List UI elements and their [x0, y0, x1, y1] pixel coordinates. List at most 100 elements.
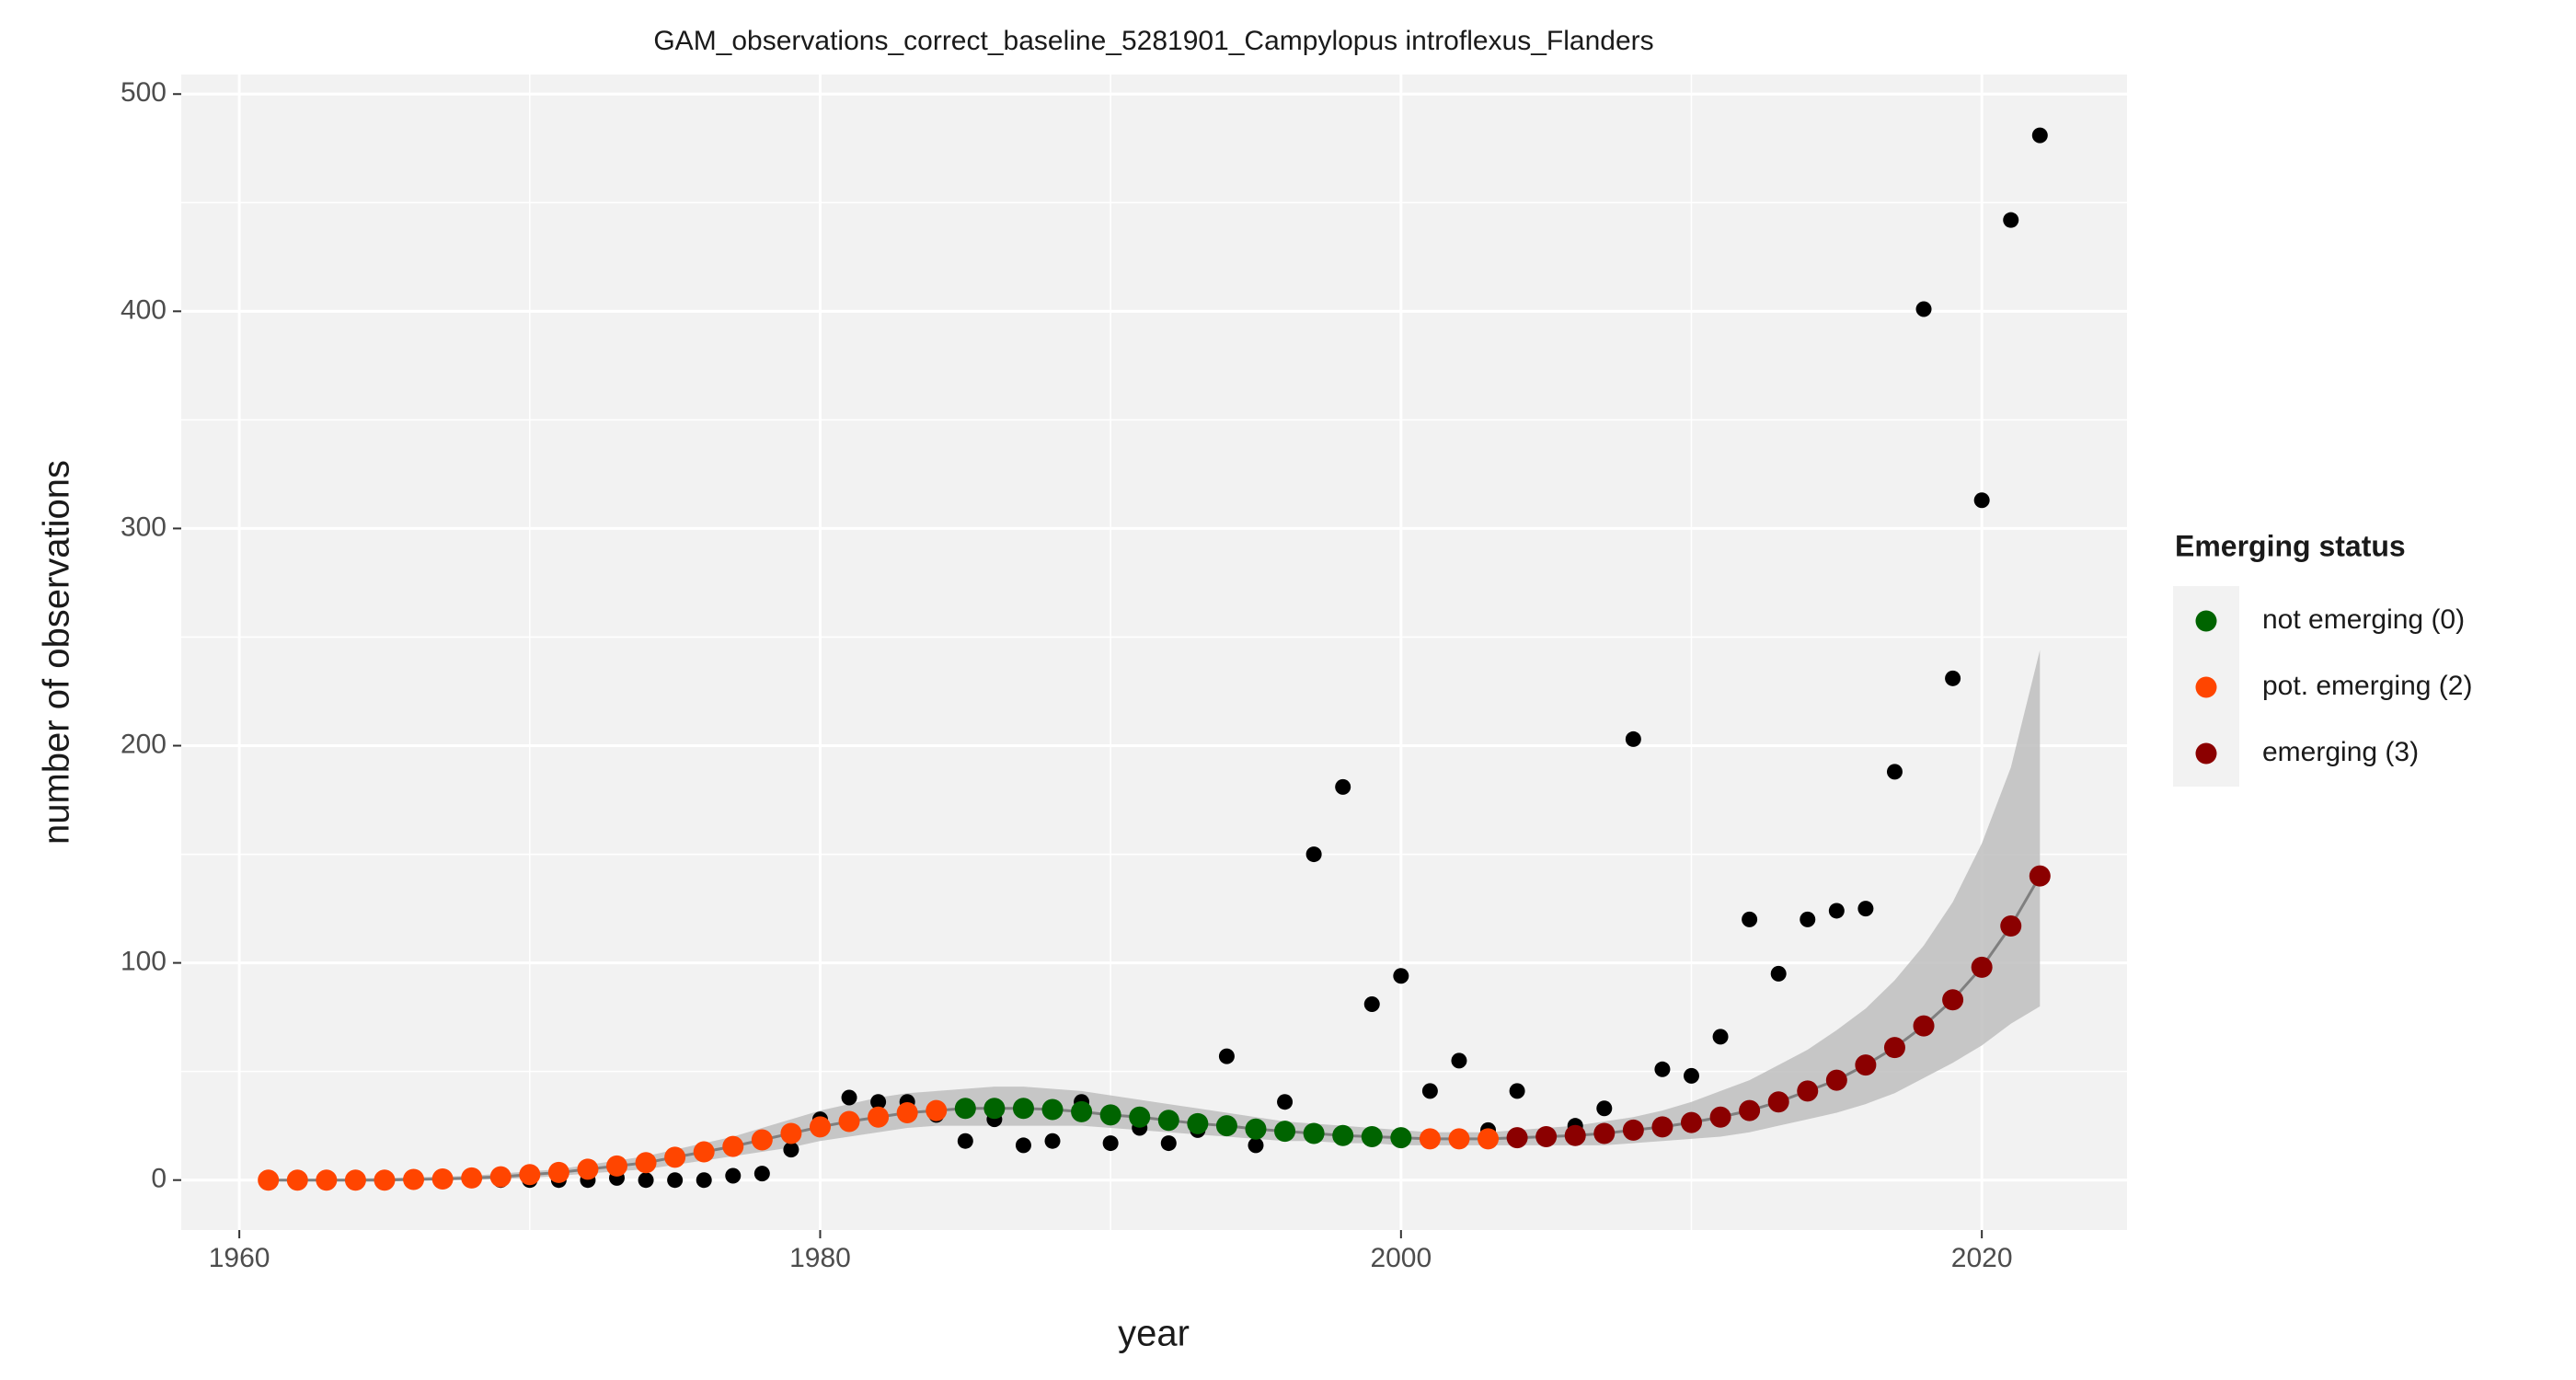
fitted-point [664, 1146, 686, 1168]
observed-point [1363, 995, 1380, 1012]
fitted-point [635, 1152, 657, 1174]
fitted-point [1245, 1118, 1267, 1140]
observed-point [1393, 968, 1409, 984]
fitted-point [1274, 1121, 1296, 1143]
fitted-point [1709, 1106, 1731, 1128]
y-tick-label: 200 [121, 729, 167, 759]
observed-point [1160, 1135, 1177, 1152]
fitted-point [1215, 1115, 1237, 1137]
y-tick-label: 100 [121, 947, 167, 977]
marks [258, 127, 2051, 1191]
observed-point [2003, 212, 2019, 228]
fitted-point [1448, 1128, 1470, 1150]
fitted-point [489, 1166, 512, 1188]
fitted-point [1971, 956, 1993, 978]
observed-point [1625, 730, 1641, 747]
fitted-point [577, 1158, 599, 1180]
legend-label: pot. emerging (2) [2262, 671, 2472, 701]
fitted-point [1041, 1098, 1064, 1121]
fitted-point [1419, 1128, 1441, 1150]
fitted-point [1651, 1116, 1673, 1138]
fitted-point [431, 1168, 454, 1190]
observed-point [1945, 670, 1961, 686]
fitted-point [286, 1169, 308, 1191]
fitted-point [1622, 1119, 1644, 1141]
observed-point [870, 1094, 887, 1110]
fitted-point [1825, 1069, 1847, 1091]
fitted-point [519, 1164, 541, 1186]
fitted-point [606, 1155, 628, 1177]
observed-point [1596, 1100, 1613, 1117]
fitted-point [751, 1129, 773, 1151]
observed-point [1218, 1048, 1235, 1064]
observed-point [1828, 903, 1845, 919]
fitted-point [1157, 1110, 1179, 1132]
observed-point [1800, 911, 1816, 927]
fitted-point [926, 1099, 948, 1121]
observed-point [783, 1142, 799, 1158]
fitted-point [722, 1135, 744, 1157]
fitted-point [1332, 1124, 1354, 1146]
x-tick-label: 2000 [1370, 1243, 1432, 1273]
observed-point [667, 1172, 684, 1189]
fitted-point [316, 1169, 338, 1191]
fitted-point [1129, 1106, 1151, 1128]
fitted-point [983, 1098, 1006, 1120]
fitted-point [868, 1106, 890, 1128]
legend-label: not emerging (0) [2262, 604, 2465, 635]
fitted-point [896, 1102, 918, 1124]
fitted-point [809, 1116, 831, 1138]
fitted-point [374, 1169, 396, 1191]
fitted-point [1913, 1015, 1935, 1037]
observed-point [1421, 1083, 1438, 1099]
observed-point [841, 1089, 857, 1106]
fitted-point [1187, 1112, 1209, 1134]
y-tick-label: 300 [121, 512, 167, 542]
chart-title: GAM_observations_correct_baseline_528190… [653, 26, 1653, 56]
legend-swatch [2195, 676, 2217, 698]
fitted-point [1506, 1127, 1528, 1149]
fitted-point [344, 1169, 366, 1191]
fitted-point [1012, 1098, 1034, 1120]
plot-panel [181, 75, 2127, 1230]
fitted-point [954, 1098, 976, 1120]
legend-swatch [2195, 742, 2217, 765]
x-tick-label: 1960 [209, 1243, 270, 1273]
axes: 1960 1980 2000 2020 0 100 200 300 400 500 [121, 77, 2013, 1273]
fitted-point [1478, 1128, 1500, 1150]
observed-point [725, 1167, 742, 1184]
fitted-point [1767, 1091, 1789, 1113]
observed-point [1857, 901, 1874, 917]
fitted-point [1883, 1037, 1905, 1059]
observed-point [1886, 764, 1903, 780]
observed-point [1770, 965, 1787, 982]
observed-point [1015, 1137, 1031, 1154]
observed-point [1305, 846, 1322, 863]
fitted-point [1797, 1080, 1819, 1102]
fitted-point [1739, 1099, 1761, 1121]
y-tick-label: 0 [151, 1164, 167, 1194]
observed-point [1335, 778, 1351, 795]
fitted-point [1099, 1104, 1121, 1126]
fitted-point [1303, 1122, 1325, 1144]
fitted-point [1680, 1111, 1702, 1133]
observed-point [753, 1166, 770, 1182]
x-tick-label: 1980 [789, 1243, 851, 1273]
fitted-point [1593, 1122, 1616, 1144]
fitted-point [547, 1161, 569, 1183]
fitted-point [403, 1168, 425, 1190]
observed-point [1509, 1083, 1525, 1099]
fitted-point [2029, 865, 2051, 887]
y-axis-title: number of observations [37, 460, 77, 845]
observed-point [1683, 1067, 1699, 1084]
legend: not emerging (0) pot. emerging (2) emergin… [2195, 604, 2472, 767]
y-tick-label: 500 [121, 77, 167, 108]
observed-point [957, 1133, 973, 1149]
legend-label: emerging (3) [2262, 737, 2419, 767]
legend-swatch [2195, 610, 2217, 632]
legend-title: Emerging status [2175, 529, 2406, 562]
fitted-point [780, 1122, 802, 1144]
x-axis-title: year [1118, 1314, 1190, 1354]
observed-point [1102, 1135, 1119, 1152]
